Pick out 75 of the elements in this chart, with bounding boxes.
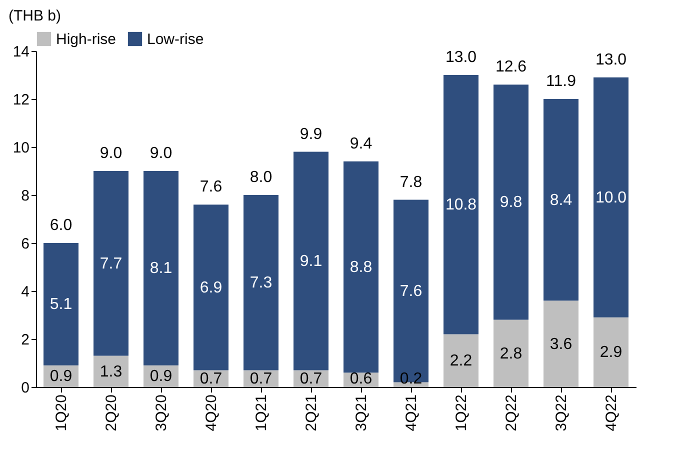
total-label: 9.0 xyxy=(150,145,172,162)
y-axis-title: (THB b) xyxy=(8,8,62,24)
data-label: 0.6 xyxy=(350,370,372,388)
bar xyxy=(294,152,328,370)
bar xyxy=(594,317,628,387)
bar xyxy=(494,84,528,320)
x-tick-label: 1Q22 xyxy=(453,394,470,432)
bar xyxy=(44,243,78,366)
bar xyxy=(494,320,528,387)
data-label: 6.9 xyxy=(200,279,222,296)
data-label: 8.4 xyxy=(550,192,572,209)
data-label: 7.7 xyxy=(100,255,122,272)
bar xyxy=(444,75,478,334)
y-tick-label: 8 xyxy=(21,188,30,204)
total-label: 8.0 xyxy=(250,169,272,186)
x-tick-label: 3Q22 xyxy=(553,394,570,432)
data-label: 9.1 xyxy=(300,253,322,270)
x-tick-label: 2Q20 xyxy=(103,394,120,432)
x-tick-label: 3Q21 xyxy=(353,394,370,432)
bar xyxy=(344,161,378,373)
x-tick-label: 4Q22 xyxy=(603,394,620,432)
data-label: 8.8 xyxy=(350,259,372,276)
data-label: 0.7 xyxy=(300,370,322,388)
total-label: 9.0 xyxy=(100,145,122,162)
x-tick-label: 1Q20 xyxy=(53,394,70,432)
total-label: 7.8 xyxy=(400,174,422,191)
data-label: 0.9 xyxy=(150,368,172,386)
data-label: 8.1 xyxy=(150,260,172,278)
data-label: 2.8 xyxy=(500,345,522,362)
total-label: 12.6 xyxy=(495,58,527,76)
x-tick-label: 4Q20 xyxy=(203,394,220,432)
x-tick-label: 1Q21 xyxy=(253,394,270,432)
data-label: 0.7 xyxy=(200,370,222,388)
data-label: 10.8 xyxy=(445,196,477,214)
total-label: 6.0 xyxy=(50,217,72,234)
legend-label: Low-rise xyxy=(147,31,204,48)
total-label: 13.0 xyxy=(445,49,477,66)
data-label: 1.3 xyxy=(100,363,122,380)
bar xyxy=(444,334,478,387)
data-label: 0.9 xyxy=(50,368,72,386)
x-tick-label: 2Q21 xyxy=(303,394,320,432)
total-label: 11.9 xyxy=(546,73,576,90)
bar xyxy=(594,77,628,318)
total-label: 9.4 xyxy=(350,135,372,152)
total-label: 9.9 xyxy=(300,126,322,143)
bar xyxy=(94,356,128,387)
x-tick-label: 2Q22 xyxy=(503,394,520,432)
data-label: 3.6 xyxy=(550,336,572,353)
total-label: 7.6 xyxy=(200,178,222,196)
y-tick-label: 6 xyxy=(21,236,30,252)
y-tick-label: 12 xyxy=(12,92,30,108)
y-tick-label: 2 xyxy=(21,332,30,348)
y-tick-label: 14 xyxy=(12,44,30,60)
data-label: 10.0 xyxy=(595,189,627,206)
data-label: 9.8 xyxy=(500,194,522,212)
bar xyxy=(194,204,228,370)
data-label: 2.2 xyxy=(450,352,472,370)
legend-label: High-rise xyxy=(56,31,116,48)
data-label: 7.3 xyxy=(250,274,272,292)
y-tick-label: 4 xyxy=(21,284,30,300)
data-label: 7.6 xyxy=(400,283,422,300)
y-tick-label: 0 xyxy=(21,380,30,396)
data-label: 5.1 xyxy=(50,296,72,314)
total-label: 13.0 xyxy=(595,51,627,68)
bar xyxy=(244,195,278,370)
y-tick-label: 10 xyxy=(12,140,30,156)
x-tick-label: 4Q21 xyxy=(403,394,420,432)
x-tick-label: 3Q20 xyxy=(153,394,170,432)
bar xyxy=(544,99,578,301)
bar xyxy=(394,200,428,382)
data-label: 2.9 xyxy=(600,344,622,362)
bar xyxy=(94,171,128,356)
bar xyxy=(144,171,178,366)
bar xyxy=(544,300,578,387)
data-label: 0.7 xyxy=(250,370,272,388)
